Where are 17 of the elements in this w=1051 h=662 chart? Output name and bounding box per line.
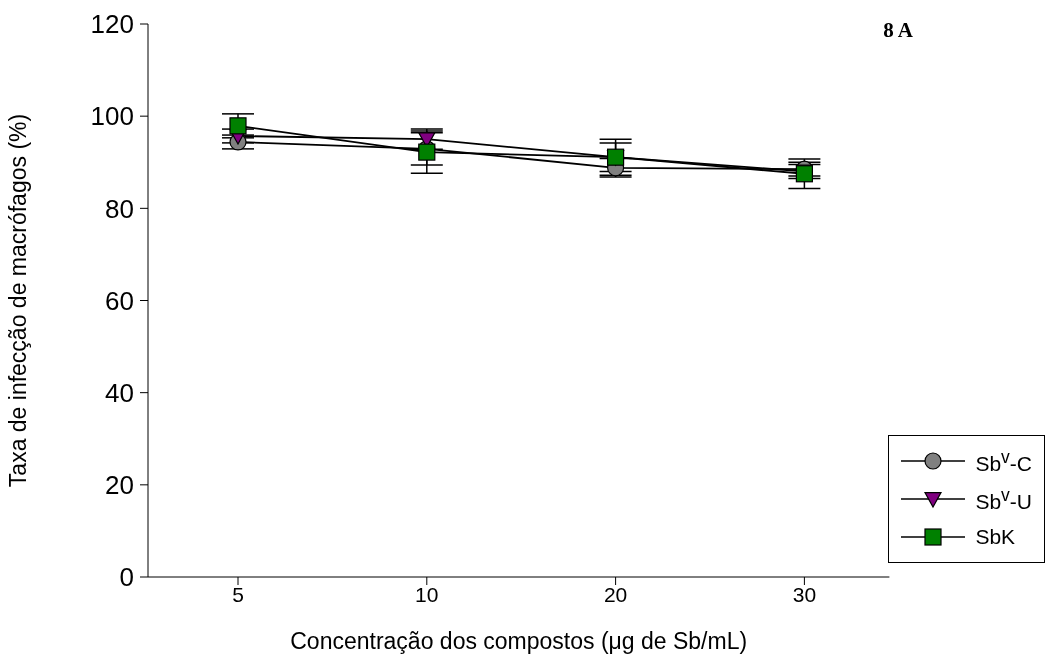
y-axis-title: Taxa de infecção de macrófagos (%): [5, 113, 32, 488]
y-tick-label: 0: [119, 562, 134, 593]
legend-label: SbK: [975, 525, 1016, 549]
y-tick-label: 20: [105, 470, 134, 501]
y-tick-label: 60: [105, 285, 134, 316]
x-tick-label: 20: [603, 582, 628, 606]
legend-label: Sb$^{v}$-U: [975, 484, 1032, 514]
legend-label: Sb$^{v}$-C: [975, 446, 1032, 476]
x-tick-label: 10: [415, 582, 439, 606]
x-axis-title: Concentração dos compostos (μg de Sb/mL): [290, 628, 748, 654]
y-tick-label: 80: [105, 193, 134, 224]
y-tick-label: 120: [90, 9, 134, 40]
annotation: 8 A: [883, 18, 913, 43]
x-tick-label: 5: [232, 582, 244, 606]
x-tick-label: 30: [792, 582, 817, 606]
y-tick-label: 40: [105, 377, 134, 408]
y-tick-label: 100: [90, 101, 134, 132]
